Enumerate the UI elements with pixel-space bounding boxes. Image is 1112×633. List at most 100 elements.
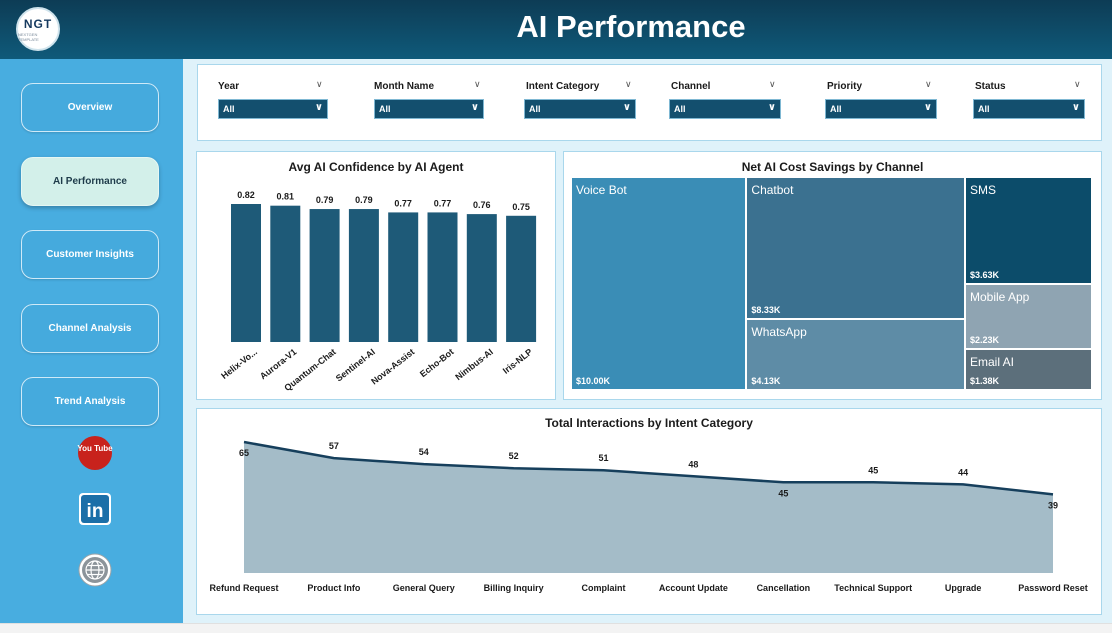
priority-dropdown[interactable]: All ∨ xyxy=(825,99,937,119)
youtube-label: You Tube xyxy=(77,444,113,453)
bar-echo-bot[interactable] xyxy=(427,212,458,342)
x-tick-label: Billing Inquiry xyxy=(484,583,544,593)
treemap-tile-name: Email AI xyxy=(969,355,1014,370)
dropdown-value: All xyxy=(223,104,235,114)
sidebar-item-channel-analysis[interactable]: Channel Analysis xyxy=(21,304,159,353)
sidebar-item-label: Channel Analysis xyxy=(48,323,132,334)
x-tick-label: Helix-Vo... xyxy=(219,347,259,381)
x-tick-label: Upgrade xyxy=(945,583,982,593)
filter-label: Intent Category xyxy=(526,81,600,92)
bar-sentinel-ai[interactable] xyxy=(348,209,379,342)
chart-title: Total Interactions by Intent Category xyxy=(545,416,753,430)
bar-aurora-v1[interactable] xyxy=(270,205,301,342)
sidebar-item-label: Customer Insights xyxy=(46,249,134,260)
x-tick-label: Account Update xyxy=(659,583,728,593)
dropdown-value: All xyxy=(379,104,391,114)
treemap-tile-name: Mobile App xyxy=(969,289,1030,304)
bar-helix-vo[interactable] xyxy=(231,204,261,342)
bar-value-label: 0.81 xyxy=(277,192,295,202)
year-dropdown[interactable]: All ∨ xyxy=(218,99,328,119)
treemap-tile-sms[interactable]: SMS $3.63K xyxy=(964,177,1092,284)
chevron-down-icon[interactable]: ∨ xyxy=(625,79,632,89)
chart-title: Avg AI Confidence by AI Agent xyxy=(288,160,464,174)
area-fill xyxy=(244,442,1053,573)
avg-confidence-chart: 0.82Helix-Vo...0.81Aurora-V10.79Quantum-… xyxy=(219,190,537,393)
treemap-tile-name: WhatsApp xyxy=(751,325,807,340)
month-name-dropdown[interactable]: All ∨ xyxy=(374,99,484,119)
filter-label: Priority xyxy=(827,81,863,92)
treemap-tile-voice-bot[interactable]: Voice Bot $10.00K xyxy=(571,177,747,390)
treemap-tile-email-ai[interactable]: Email AI $1.38K xyxy=(964,349,1092,390)
linkedin-label: in xyxy=(87,501,104,522)
x-tick-label: General Query xyxy=(393,583,455,593)
bar-value-label: 0.76 xyxy=(473,200,491,210)
treemap-tile-name: SMS xyxy=(969,183,996,197)
sidebar-item-overview[interactable]: Overview xyxy=(21,83,159,132)
status-dropdown[interactable]: All ∨ xyxy=(973,99,1085,119)
company-logo[interactable]: NGT NEXTGEN TEMPLATE xyxy=(16,7,60,51)
x-tick-label: Nimbus-AI xyxy=(453,347,495,383)
treemap-tile-value: $3.63K xyxy=(969,269,1000,280)
x-tick-label: Complaint xyxy=(582,583,626,593)
channel-dropdown[interactable]: All ∨ xyxy=(669,99,781,119)
chevron-down-icon[interactable]: ∨ xyxy=(316,79,323,89)
x-tick-label: Password Reset xyxy=(1018,583,1088,593)
globe-icon[interactable] xyxy=(77,552,113,588)
bar-nova-assist[interactable] xyxy=(388,212,419,342)
x-tick-label: Echo-Bot xyxy=(418,347,456,380)
filter-label: Status xyxy=(975,81,1006,92)
point-value-label: 52 xyxy=(509,451,519,461)
chevron-down-icon: ∨ xyxy=(622,102,631,113)
treemap-tile-name: Chatbot xyxy=(751,183,794,197)
filter-label: Month Name xyxy=(374,81,434,92)
point-value-label: 44 xyxy=(958,467,968,477)
point-value-label: 45 xyxy=(868,465,878,475)
cost-savings-panel: Net AI Cost Savings by Channel Voice Bot… xyxy=(563,151,1102,400)
dropdown-value: All xyxy=(674,104,686,114)
sidebar-item-label: AI Performance xyxy=(53,176,127,187)
chevron-down-icon[interactable]: ∨ xyxy=(1074,79,1081,89)
series-line[interactable] xyxy=(243,440,1054,496)
sidebar-item-label: Overview xyxy=(67,102,113,113)
avg-confidence-panel: Avg AI Confidence by AI Agent 0.82 Helix-… xyxy=(196,151,556,400)
chevron-down-icon: ∨ xyxy=(470,102,479,113)
treemap-tile-value: $4.13K xyxy=(751,375,781,386)
youtube-icon[interactable]: You Tube xyxy=(77,435,113,471)
bar-value-label: 0.77 xyxy=(394,198,412,208)
treemap-tile-value: $2.23K xyxy=(969,335,1000,346)
chevron-down-icon[interactable]: ∨ xyxy=(925,79,932,89)
x-tick-label: Cancellation xyxy=(757,583,811,593)
sidebar-item-customer-insights[interactable]: Customer Insights xyxy=(21,230,159,279)
bottom-strip xyxy=(0,623,1112,633)
chevron-down-icon: ∨ xyxy=(314,102,323,113)
x-tick-label: Iris-NLP xyxy=(501,347,534,376)
interactions-panel: Total Interactions by Intent Category 65… xyxy=(196,408,1102,615)
dropdown-value: All xyxy=(830,104,842,114)
chevron-down-icon[interactable]: ∨ xyxy=(474,79,481,89)
filter-bar: Year ∨ All ∨ Month Name ∨ All ∨ Intent Cat… xyxy=(197,64,1102,141)
linkedin-icon[interactable]: in xyxy=(77,491,113,527)
point-value-label: 54 xyxy=(419,447,429,457)
treemap-tile-value: $8.33K xyxy=(751,305,781,316)
bar-value-label: 0.79 xyxy=(316,195,334,205)
intent-category-dropdown[interactable]: All ∨ xyxy=(524,99,636,119)
sidebar-item-ai-performance[interactable]: AI Performance xyxy=(21,157,159,206)
x-tick-label: Technical Support xyxy=(834,583,912,593)
bar-nimbus-ai[interactable] xyxy=(466,214,497,342)
bar-quantum-chat[interactable] xyxy=(309,209,340,342)
logo-text: NGT xyxy=(23,16,53,31)
point-value-label: 45 xyxy=(778,488,788,498)
x-tick-label: Refund Request xyxy=(209,583,278,593)
page-title: AI Performance xyxy=(516,9,746,44)
chevron-down-icon[interactable]: ∨ xyxy=(769,79,776,89)
treemap-tile-whatsapp[interactable]: WhatsApp $4.13K xyxy=(746,319,965,390)
sidebar-item-trend-analysis[interactable]: Trend Analysis xyxy=(21,377,159,426)
sidebar-item-label: Trend Analysis xyxy=(54,396,126,407)
treemap-tile-chatbot[interactable]: Chatbot $8.33K xyxy=(746,177,965,320)
dropdown-value: All xyxy=(529,104,541,114)
logo-subtext: NEXTGEN TEMPLATE xyxy=(18,31,39,42)
bar-iris-nlp[interactable] xyxy=(506,215,537,342)
dropdown-value: All xyxy=(978,104,990,114)
treemap-tile-mobile-app[interactable]: Mobile App $2.23K xyxy=(964,283,1092,350)
chevron-down-icon: ∨ xyxy=(1071,102,1080,113)
